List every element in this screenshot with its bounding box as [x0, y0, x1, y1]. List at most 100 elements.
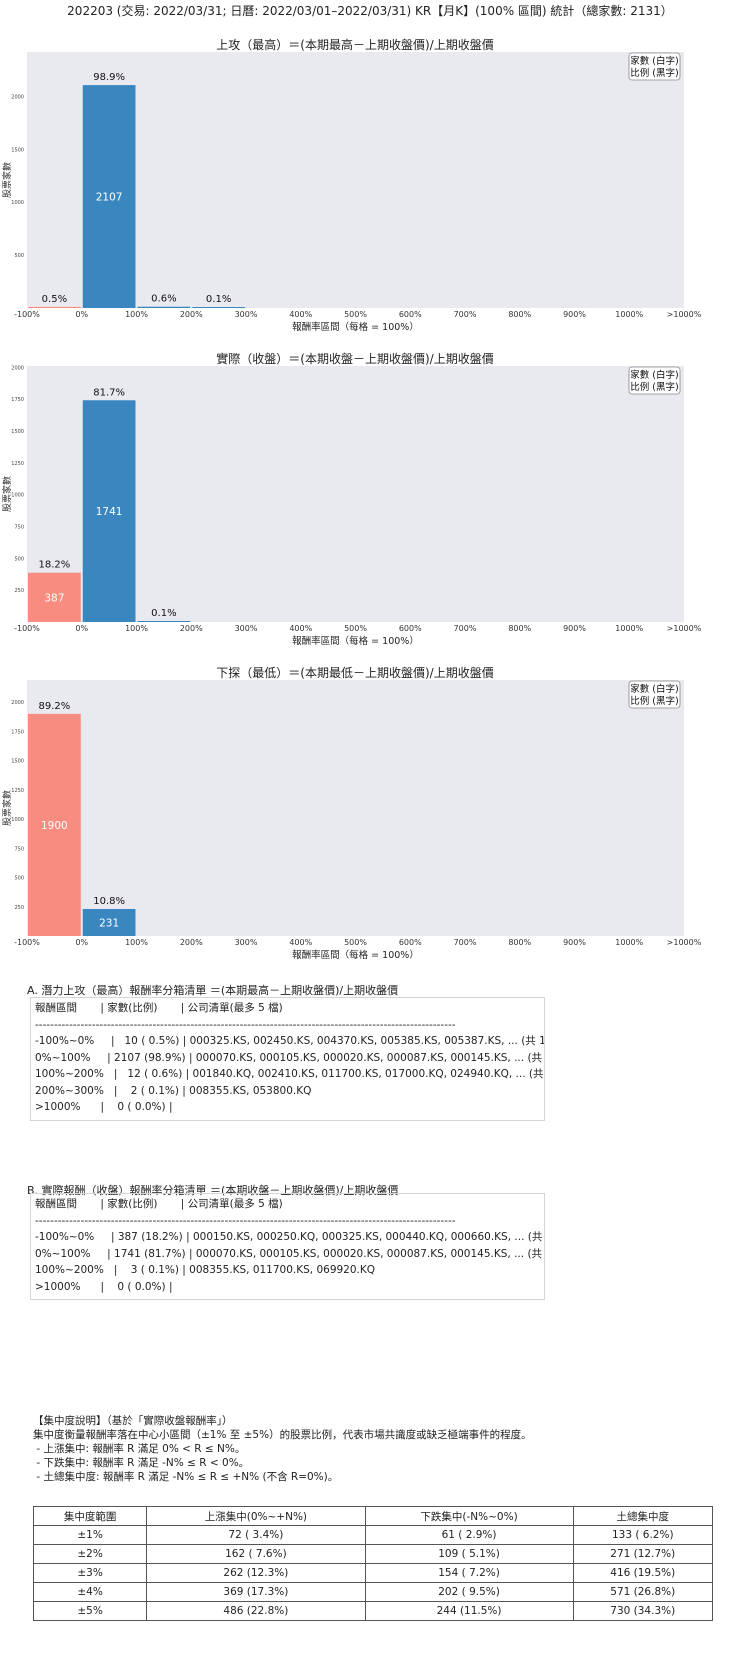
concentration-table: 集中度範圍 上漲集中(0%~+N%) 下跌集中(-N%~0%) 土總集中度 ±1… [32, 1506, 713, 1621]
chart-title: 下探（最低）＝(本期最低－上期收盤價)/上期收盤價 [216, 666, 493, 680]
chart-upside: 上攻（最高）＝(本期最高－上期收盤價)/上期收盤價 500 1000 1500 2000… [0, 36, 740, 348]
table-row: ±5% 486 (22.8%) 244 (11.5%) 730 (34.3%) [32, 1601, 713, 1621]
x-tick-label: 800% [508, 938, 531, 947]
x-tick-label: 500% [344, 310, 367, 319]
x-tick-label: 0% [75, 310, 88, 319]
table-row: ±1% 72 ( 3.4%) 61 ( 2.9%) 133 ( 6.2%) [32, 1525, 713, 1545]
table-header: 下跌集中(-N%~0%) [364, 1506, 574, 1526]
x-tick-label: 600% [399, 938, 422, 947]
list-a-line: 0%~100% | 2107 (98.9%) | 000070.KS, 0001… [35, 1051, 544, 1064]
table-header: 土總集中度 [572, 1506, 713, 1526]
x-tick-label: -100% [14, 624, 40, 633]
bar-count-label: 1741 [96, 506, 123, 518]
y-axis-label: 股票家數 [1, 790, 13, 826]
x-tick-label: 900% [563, 310, 586, 319]
table-cell: 730 (34.3%) [572, 1601, 713, 1621]
list-b-line: 100%~200% | 3 ( 0.1%) | 008355.KS, 01170… [35, 1264, 376, 1276]
x-tick-label: 200% [180, 310, 203, 319]
x-tick-label: 1000% [615, 938, 643, 947]
list-b-box: 報酬區間 | 家數(比例) | 公司清單(最多 5 檔) -----------… [30, 1193, 545, 1300]
legend-entry: 家數 (白字) [630, 55, 678, 67]
list-a-line: >1000% | 0 ( 0.0%) | [35, 1101, 173, 1113]
concentration-bullet: - 土總集中度: 報酬率 R 滿足 -N% ≤ R ≤ +N% (不含 R=0%… [33, 1471, 339, 1483]
x-tick-label: 500% [344, 624, 367, 633]
y-tick-label: 1500 [11, 429, 24, 435]
table-cell: 133 ( 6.2%) [572, 1525, 713, 1545]
chart-actual-svg: 實際（收盤）＝(本期收盤－上期收盤價)/上期收盤價 250 500 750 1000 12… [1, 351, 702, 647]
x-axis-label: 報酬率區間（每格 = 100%） [292, 949, 419, 961]
table-cell: 262 (12.3%) [146, 1563, 366, 1583]
list-a-line: 100%~200% | 12 ( 0.6%) | 001840.KQ, 0024… [35, 1068, 544, 1080]
page-title: 202203 (交易: 2022/03/31; 日曆: 2022/03/01–2… [67, 4, 673, 18]
list-a-line: ----------------------------------------… [35, 1018, 456, 1031]
y-axis-label: 股票家數 [1, 162, 13, 198]
x-tick-label: 700% [454, 624, 477, 633]
bar-pct-label: 98.9% [93, 72, 125, 83]
list-a-line: 200%~300% | 2 ( 0.1%) | 008355.KS, 05380… [35, 1084, 312, 1097]
x-tick-label: 400% [289, 938, 312, 947]
table-cell: 109 ( 5.1%) [364, 1544, 574, 1564]
x-tick-label: 800% [508, 310, 531, 319]
y-tick-label: 1500 [11, 759, 24, 765]
x-tick-label: 900% [563, 938, 586, 947]
concentration-bullet: - 上漲集中: 報酬率 R 滿足 0% < R ≤ N%。 [33, 1443, 246, 1455]
bar [82, 85, 136, 308]
x-tick-label: >1000% [667, 310, 702, 319]
x-tick-label: 200% [180, 624, 203, 633]
legend-box [628, 680, 681, 709]
x-tick-label: >1000% [667, 624, 702, 633]
x-tick-label: 700% [454, 310, 477, 319]
bar-count-label: 231 [99, 917, 119, 929]
x-tick-label: 800% [508, 624, 531, 633]
y-tick-label: 1500 [11, 147, 24, 153]
bar-pct-label: 0.1% [151, 608, 176, 619]
y-tick-label: 2000 [11, 700, 24, 706]
x-tick-label: 600% [399, 624, 422, 633]
y-tick-label: 750 [14, 524, 24, 530]
x-tick-label: 100% [125, 310, 148, 319]
list-a-box: 報酬區間 | 家數(比例) | 公司清單(最多 5 檔) -----------… [30, 997, 545, 1121]
legend-entry: 比例 (黑字) [630, 695, 678, 707]
list-b-line: 0%~100% | 1741 (81.7%) | 000070.KS, 0001… [35, 1247, 544, 1260]
x-tick-label: 400% [289, 624, 312, 633]
y-tick-label: 1750 [11, 729, 24, 735]
y-tick-label: 1750 [11, 397, 24, 403]
x-tick-label: 1000% [615, 624, 643, 633]
concentration-notes: 【集中度說明】（基於「實際收盤報酬率」） 集中度衡量報酬率落在中心小區間（±1%… [33, 1414, 532, 1484]
list-a-line: -100%~0% | 10 ( 0.5%) | 000325.KS, 00245… [35, 1035, 544, 1047]
bar-pct-label: 10.8% [93, 896, 125, 907]
x-tick-label: 300% [235, 624, 258, 633]
bar-pct-label: 0.5% [42, 294, 67, 305]
chart-upside-svg: 上攻（最高）＝(本期最高－上期收盤價)/上期收盤價 500 1000 1500 2000… [1, 37, 702, 333]
table-cell: ±2% [32, 1544, 148, 1564]
bar-pct-label: 0.1% [206, 294, 231, 305]
y-tick-label: 500 [14, 876, 24, 882]
list-b-line: >1000% | 0 ( 0.0%) | [35, 1280, 173, 1293]
y-tick-label: 2000 [11, 94, 24, 100]
y-tick-label: 750 [14, 846, 24, 852]
chart-title: 實際（收盤）＝(本期收盤－上期收盤價)/上期收盤價 [216, 351, 493, 366]
x-tick-label: 500% [344, 938, 367, 947]
bar [137, 621, 191, 622]
bar [82, 400, 136, 622]
y-tick-label: 2000 [11, 365, 24, 371]
bar [137, 306, 191, 308]
y-tick-label: 1250 [11, 461, 24, 467]
x-axis-label: 報酬率區間（每格 = 100%） [292, 635, 419, 647]
table-row: ±2% 162 ( 7.6%) 109 ( 5.1%) 271 (12.7%) [32, 1544, 713, 1564]
legend-box [628, 52, 681, 81]
table-header: 上漲集中(0%~+N%) [146, 1506, 366, 1526]
concentration-bullet: - 下跌集中: 報酬率 R 滿足 -N% ≤ R < 0%。 [33, 1457, 250, 1469]
table-cell: 486 (22.8%) [146, 1601, 366, 1621]
table-cell: ±4% [32, 1582, 148, 1602]
chart-title: 上攻（最高）＝(本期最高－上期收盤價)/上期收盤價 [216, 37, 493, 52]
bar-count-label: 1900 [41, 820, 68, 832]
bar-pct-label: 81.7% [93, 387, 125, 398]
list-b-line: 報酬區間 | 家數(比例) | 公司清單(最多 5 檔) [35, 1198, 283, 1210]
y-tick-label: 1250 [11, 788, 24, 794]
bar [28, 713, 81, 936]
table-cell: 271 (12.7%) [572, 1544, 713, 1564]
plot-area [27, 680, 684, 936]
table-cell: 61 ( 2.9%) [364, 1525, 574, 1545]
table-row: ±4% 369 (17.3%) 202 ( 9.5%) 571 (26.8%) [32, 1582, 713, 1602]
